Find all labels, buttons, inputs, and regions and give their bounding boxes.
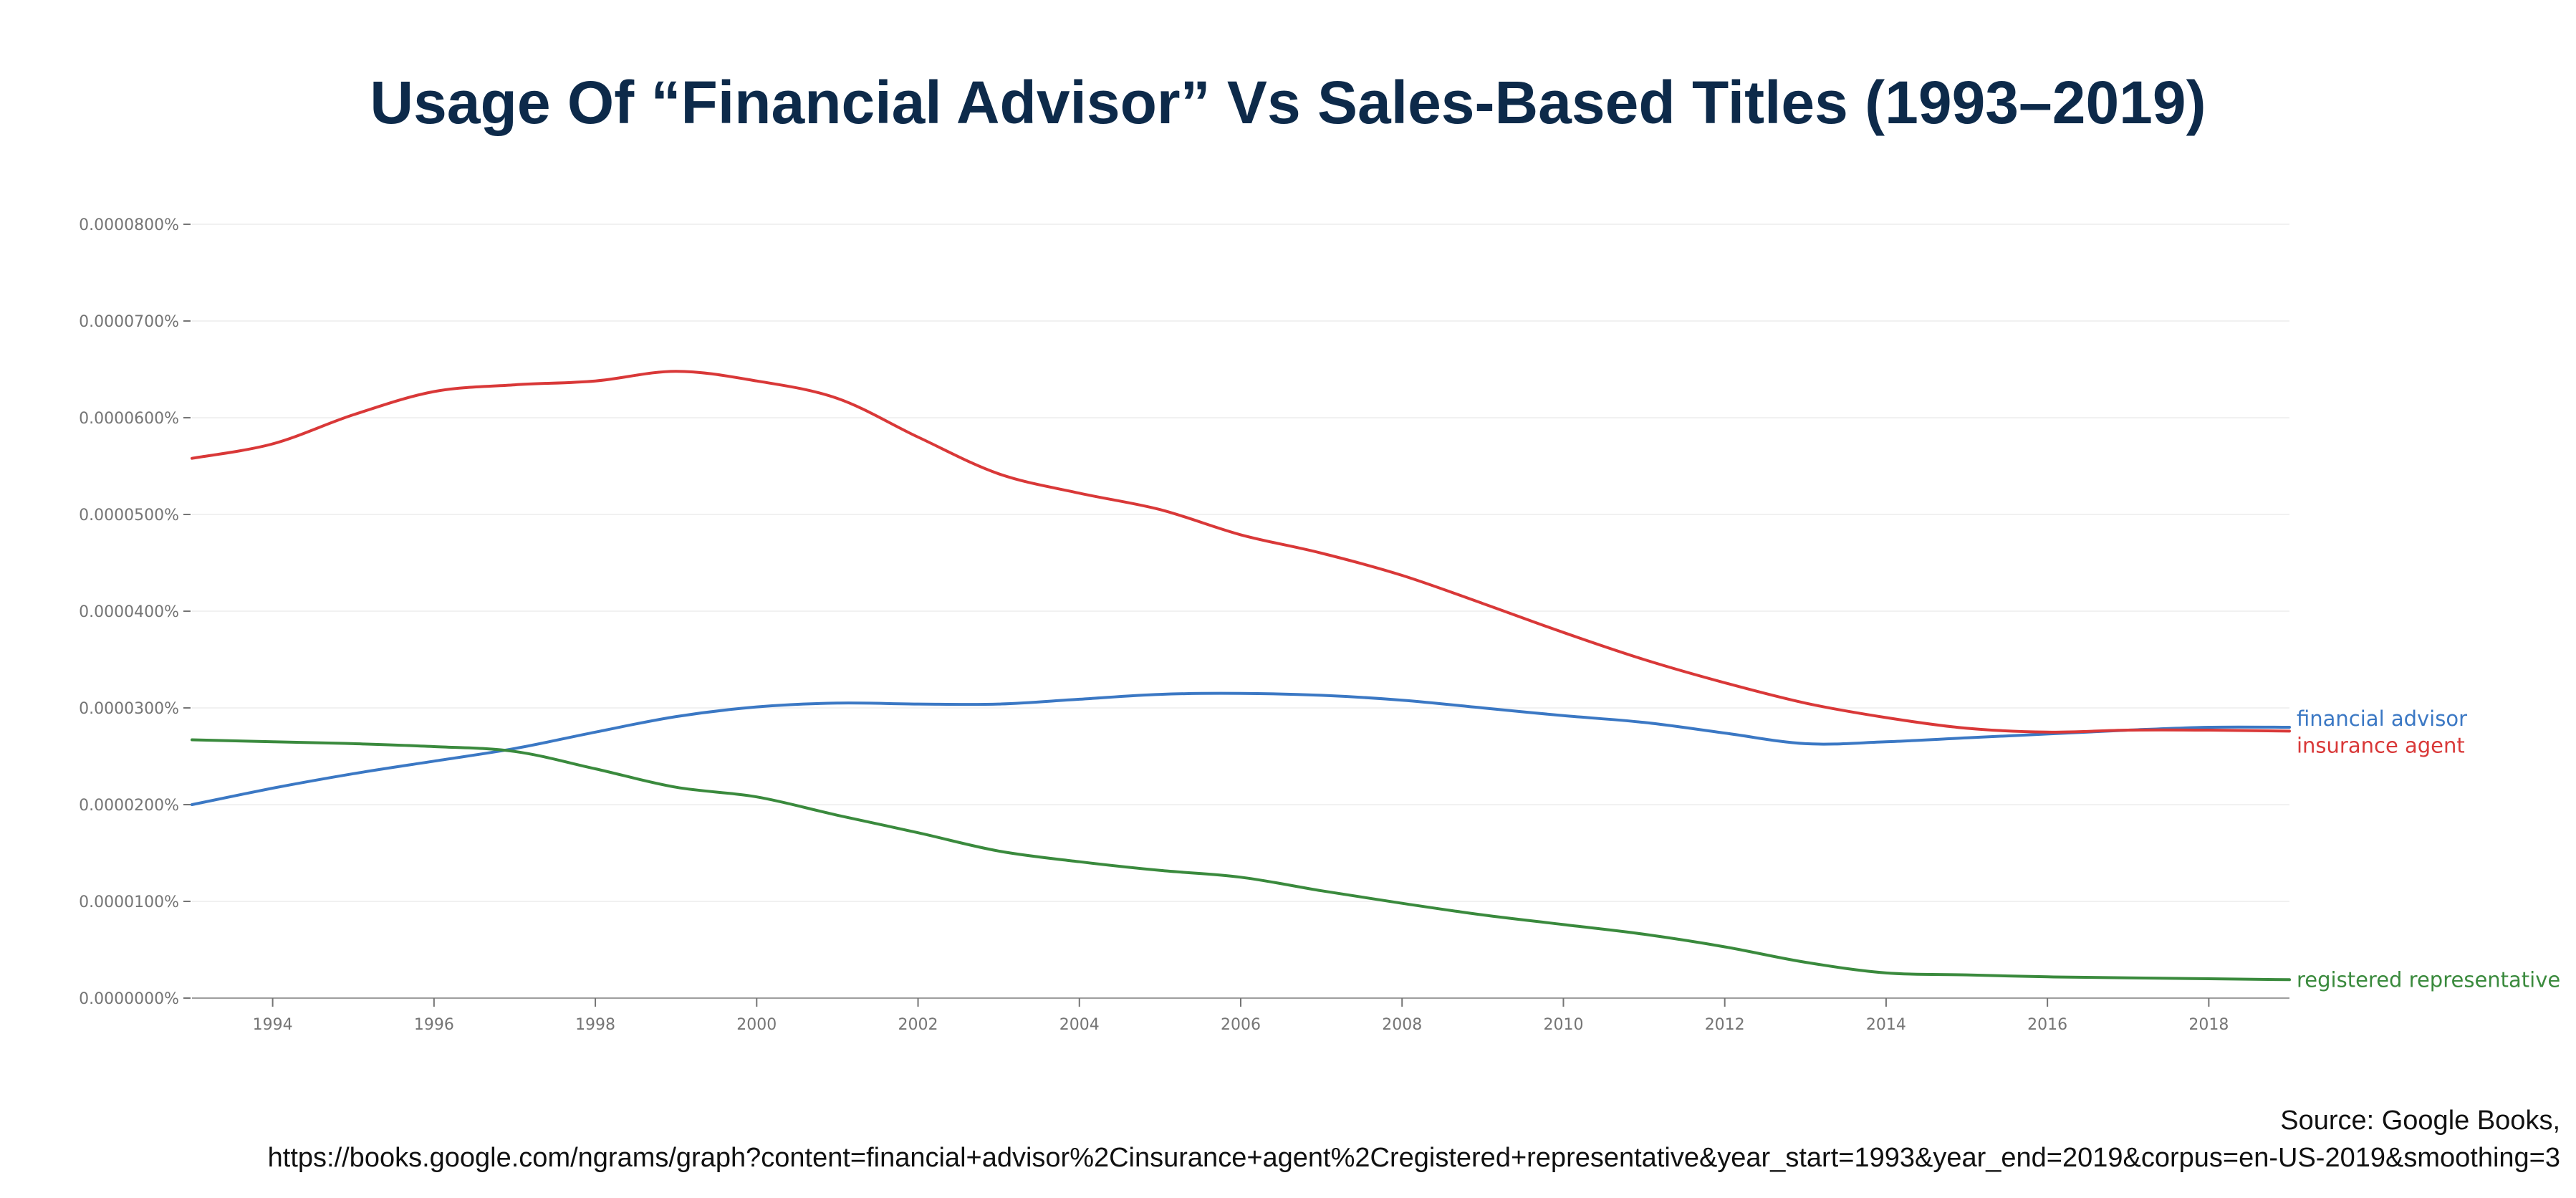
x-tick-label: 2000	[736, 1016, 777, 1034]
x-tick-label: 2014	[1866, 1016, 1906, 1034]
x-tick-label: 1994	[253, 1016, 293, 1034]
x-tick-label: 2008	[1382, 1016, 1422, 1034]
y-tick-label: 0.0000100%	[79, 893, 179, 911]
x-tick-label: 2012	[1705, 1016, 1745, 1034]
y-tick-label: 0.0000300%	[79, 700, 179, 718]
source-note: Source: Google Books, https://books.goog…	[268, 1102, 2560, 1177]
y-tick-label: 0.0000800%	[79, 216, 179, 234]
gridlines	[192, 224, 2289, 902]
x-tick-label: 2002	[898, 1016, 938, 1034]
series-label-insurance-agent: insurance agent	[2297, 733, 2465, 757]
x-tick-label: 2016	[2027, 1016, 2067, 1034]
y-tick-label: 0.0000000%	[79, 990, 179, 1008]
series-lines	[191, 370, 2291, 982]
y-tick-label: 0.0000600%	[79, 410, 179, 428]
x-tick-label: 1996	[414, 1016, 454, 1034]
x-tick-label: 2006	[1221, 1016, 1261, 1034]
source-label: Source: Google Books,	[2280, 1106, 2560, 1136]
series-line-insurance-agent	[191, 370, 2291, 734]
x-tick-label: 2004	[1059, 1016, 1100, 1034]
series-label-registered-representative: registered representative	[2297, 967, 2560, 992]
series-label-financial-advisor: financial advisor	[2297, 706, 2467, 731]
series-line-registered-representative	[191, 738, 2291, 982]
source-url: https://books.google.com/ngrams/graph?co…	[267, 1143, 2560, 1173]
y-tick-label: 0.0000200%	[79, 797, 179, 815]
series-line-financial-advisor	[191, 691, 2291, 806]
y-tick-label: 0.0000500%	[79, 507, 179, 524]
x-tick-label: 2018	[2188, 1016, 2229, 1034]
axes: 0.0000000% 0.0000100% 0.0000200% 0.0000300%…	[79, 216, 2289, 1034]
y-tick-label: 0.0000400%	[79, 603, 179, 621]
x-tick-label: 2010	[1543, 1016, 1583, 1034]
x-tick-label: 1998	[575, 1016, 615, 1034]
y-tick-label: 0.0000700%	[79, 313, 179, 331]
chart-title: Usage Of “Financial Advisor” Vs Sales-Ba…	[370, 69, 2206, 136]
